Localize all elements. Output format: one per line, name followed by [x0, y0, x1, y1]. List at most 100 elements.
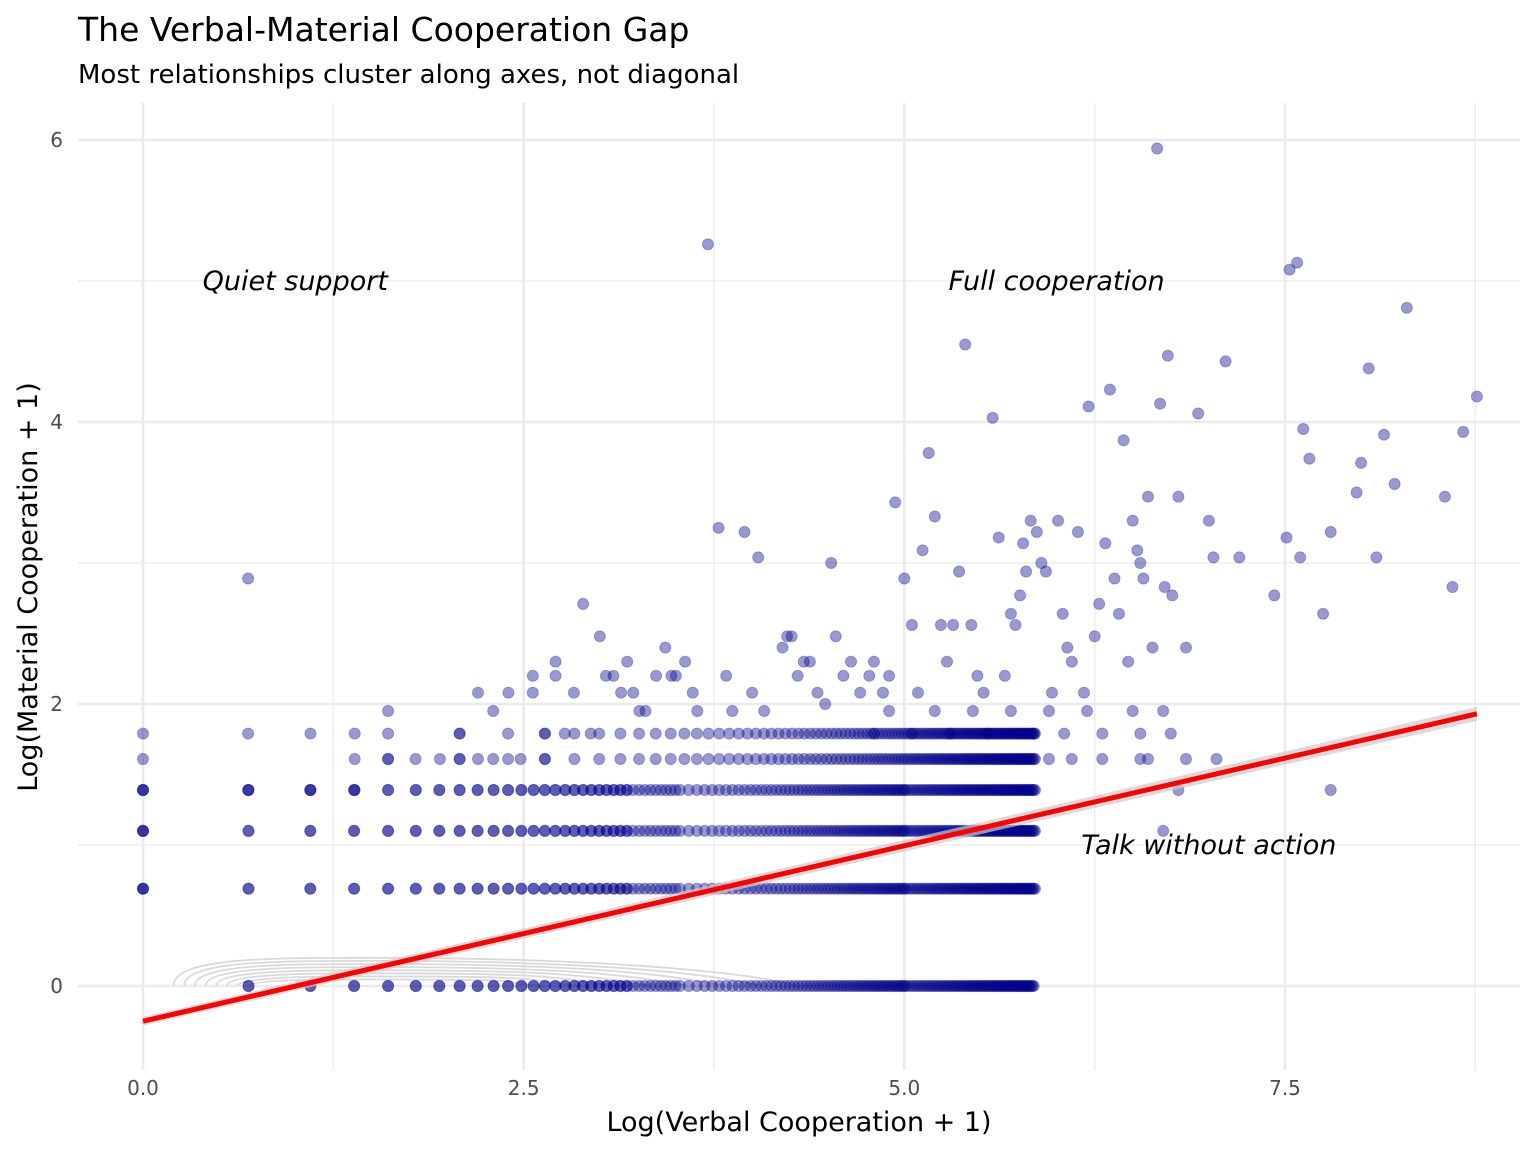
data-point — [966, 979, 980, 993]
data-point — [855, 979, 868, 993]
data-point — [879, 727, 892, 740]
data-point — [818, 783, 831, 797]
data-point — [910, 824, 923, 838]
data-point — [948, 727, 961, 740]
data-point — [382, 783, 395, 797]
data-point — [964, 727, 978, 740]
data-point — [1324, 783, 1337, 797]
data-point — [988, 979, 1002, 993]
data-point — [907, 783, 921, 797]
y-tick-label: 0 — [50, 974, 63, 998]
data-point — [673, 783, 687, 797]
data-point — [941, 979, 954, 993]
data-point — [664, 979, 677, 993]
data-point — [792, 979, 805, 993]
data-point — [433, 979, 446, 993]
data-point — [382, 824, 395, 838]
data-point — [901, 882, 915, 895]
data-point — [698, 783, 711, 797]
data-point — [607, 882, 620, 895]
data-point — [952, 979, 965, 993]
data-point — [738, 824, 751, 838]
data-point — [1134, 752, 1147, 766]
data-point — [1161, 349, 1174, 362]
data-point — [889, 752, 902, 766]
data-point — [868, 882, 881, 895]
data-point — [997, 979, 1010, 993]
data-point — [848, 752, 861, 766]
data-point — [1000, 979, 1013, 993]
data-point — [898, 727, 912, 740]
data-point — [487, 824, 500, 838]
data-point — [682, 783, 695, 797]
data-point — [892, 727, 905, 740]
data-point — [607, 783, 620, 797]
data-point — [974, 727, 987, 740]
data-point — [992, 783, 1005, 797]
data-point — [931, 979, 945, 993]
data-point — [998, 783, 1011, 797]
data-point — [962, 752, 976, 766]
data-point — [382, 704, 395, 718]
data-point — [549, 979, 562, 993]
data-point — [943, 783, 956, 797]
data-point — [952, 783, 965, 797]
data-point — [1065, 655, 1078, 668]
data-point — [701, 238, 715, 251]
data-point — [136, 727, 150, 740]
data-point — [1019, 783, 1032, 797]
data-point — [633, 882, 646, 895]
data-point — [669, 669, 683, 682]
data-point — [502, 783, 515, 797]
data-point — [1027, 783, 1040, 797]
annotation-label: Quiet support — [203, 266, 390, 297]
data-point — [822, 979, 835, 993]
data-point — [884, 783, 898, 797]
data-point — [1023, 979, 1036, 993]
data-point — [1400, 301, 1413, 314]
data-point — [796, 882, 809, 895]
data-point — [433, 824, 446, 838]
data-point — [954, 727, 967, 740]
data-point — [1009, 979, 1022, 993]
data-point — [854, 686, 867, 699]
data-point — [1071, 525, 1085, 539]
data-point — [409, 783, 422, 797]
data-point — [898, 572, 911, 585]
data-point — [970, 783, 984, 797]
data-point — [1172, 490, 1185, 503]
data-point — [577, 882, 590, 895]
data-point — [593, 783, 606, 797]
data-point — [997, 727, 1010, 740]
data-point — [962, 882, 976, 895]
data-point — [889, 783, 902, 797]
data-point — [943, 752, 956, 766]
data-point — [1006, 727, 1019, 740]
data-point — [760, 979, 773, 993]
data-point — [783, 824, 797, 838]
annotation-label: Talk without action — [1081, 830, 1336, 861]
data-point — [242, 727, 255, 740]
data-point — [1028, 824, 1042, 838]
data-point — [995, 752, 1008, 766]
data-point — [726, 824, 739, 838]
data-point — [487, 783, 500, 797]
data-point — [568, 979, 581, 993]
data-point — [943, 727, 956, 740]
data-point — [585, 783, 598, 797]
data-point — [1006, 979, 1019, 993]
data-point — [837, 669, 850, 682]
data-point — [998, 752, 1011, 766]
data-point — [514, 752, 527, 766]
data-point — [649, 783, 662, 797]
data-point — [835, 882, 848, 895]
data-point — [515, 882, 528, 895]
data-point — [910, 752, 923, 766]
data-point — [453, 979, 466, 993]
data-point — [929, 979, 942, 993]
data-point — [936, 727, 949, 740]
data-point — [968, 783, 982, 797]
data-point — [567, 686, 581, 699]
data-point — [792, 882, 805, 895]
data-point — [690, 979, 704, 993]
